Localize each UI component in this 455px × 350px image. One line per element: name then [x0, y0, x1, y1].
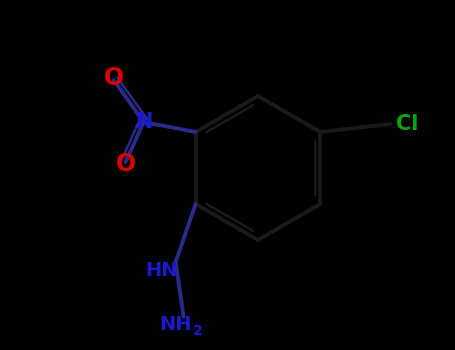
Text: O: O: [104, 66, 124, 90]
Text: HN: HN: [146, 260, 178, 280]
Text: 2: 2: [193, 324, 202, 338]
Text: NH: NH: [159, 315, 192, 335]
Text: O: O: [116, 152, 136, 176]
Text: N: N: [135, 112, 152, 132]
Text: Cl: Cl: [396, 114, 419, 134]
